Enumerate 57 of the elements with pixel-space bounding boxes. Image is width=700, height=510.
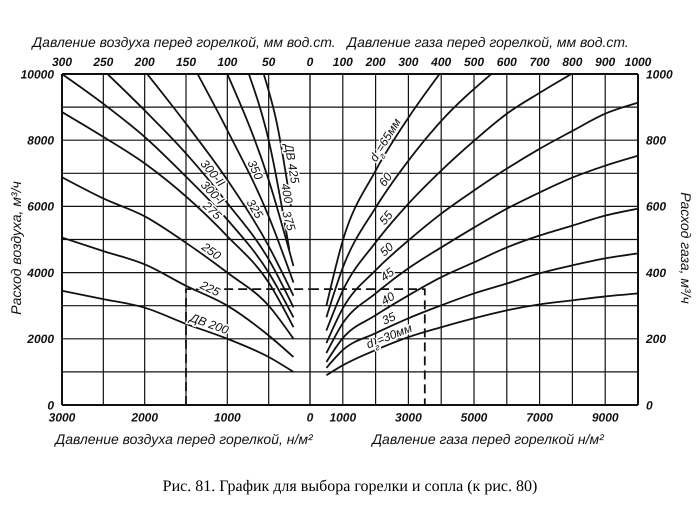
x2-tick-label: 50 (262, 55, 276, 69)
x-axis-title: Давление газа перед горелкой н/м² (372, 431, 604, 447)
y2-tick-label: 600 (646, 200, 666, 214)
x2-tick-label: 600 (496, 55, 518, 69)
x2-tick-label: 150 (176, 55, 196, 69)
text: 55 (376, 208, 396, 228)
x-tick-label: 7000 (526, 410, 554, 425)
x2-axis-title: Давление газа перед горелкой, мм вод.ст. (347, 34, 629, 50)
y-tick-label: 10000 (20, 67, 54, 82)
y-tick-label: 0 (47, 398, 54, 412)
x-tick-label: 2000 (130, 410, 158, 425)
y2-tick-label: 200 (645, 332, 666, 346)
y-tick-label: 4000 (26, 266, 54, 280)
x2-tick-label: 200 (134, 55, 155, 69)
x-tick-label: 9000 (592, 410, 619, 425)
x2-tick-label: 900 (595, 55, 616, 69)
y-axis-title: Расход воздуха, м³/ч (8, 181, 24, 315)
text: 325 (244, 196, 266, 222)
y2-tick-label: 0 (646, 398, 653, 412)
x2-tick-label: 300 (398, 55, 419, 69)
x2-axis-title: Давление воздуха перед горелкой, мм вод.ст. (32, 34, 336, 50)
y2-tick-label: 800 (646, 133, 666, 148)
x2-tick-label: 800 (562, 55, 583, 69)
x2-tick-label: 100 (332, 55, 354, 69)
x2-tick-label: 500 (464, 55, 484, 69)
text: 375 (279, 209, 298, 233)
x2-tick-label: 1000 (624, 55, 652, 69)
x-tick-label: 3000 (395, 410, 422, 425)
x2-tick-label: 0 (306, 55, 314, 69)
x2-tick-label: 100 (217, 55, 238, 69)
y2-tick-label: 1000 (646, 67, 674, 82)
x-tick-label: 1000 (329, 410, 356, 425)
y-tick-label: 8000 (27, 133, 54, 148)
x-axis-title: Давление воздуха перед горелкой, н/м² (55, 431, 313, 447)
text: 225 (197, 277, 222, 300)
text: ДВ 425 (281, 140, 302, 185)
text: 250 (198, 239, 224, 263)
text: ДВ 200 (186, 310, 231, 338)
x2-tick-label: 250 (92, 55, 114, 69)
text: 60 (376, 170, 396, 190)
y-tick-label: 6000 (27, 200, 54, 214)
text: 35 (380, 309, 398, 328)
x2-tick-label: 300 (52, 55, 72, 69)
x2-tick-label: 200 (364, 55, 386, 69)
x-tick-label: 5000 (460, 410, 488, 425)
text: 350 (244, 158, 266, 182)
text: Рис. 81. График для выбора горелки и сопла (к рис. 80) (162, 478, 538, 496)
x-tick-label: 1000 (214, 410, 242, 425)
x-tick-label: 0 (306, 410, 314, 425)
text: 50 (376, 240, 397, 260)
y-tick-label: 2000 (26, 332, 54, 346)
x-tick-label: 3000 (48, 410, 76, 425)
y2-tick-label: 400 (645, 266, 666, 280)
y2-axis-title: Расход газа, м³/ч (678, 192, 694, 304)
text: 40 (378, 288, 398, 308)
x2-tick-label: 400 (430, 55, 452, 69)
x2-tick-label: 700 (530, 55, 550, 69)
